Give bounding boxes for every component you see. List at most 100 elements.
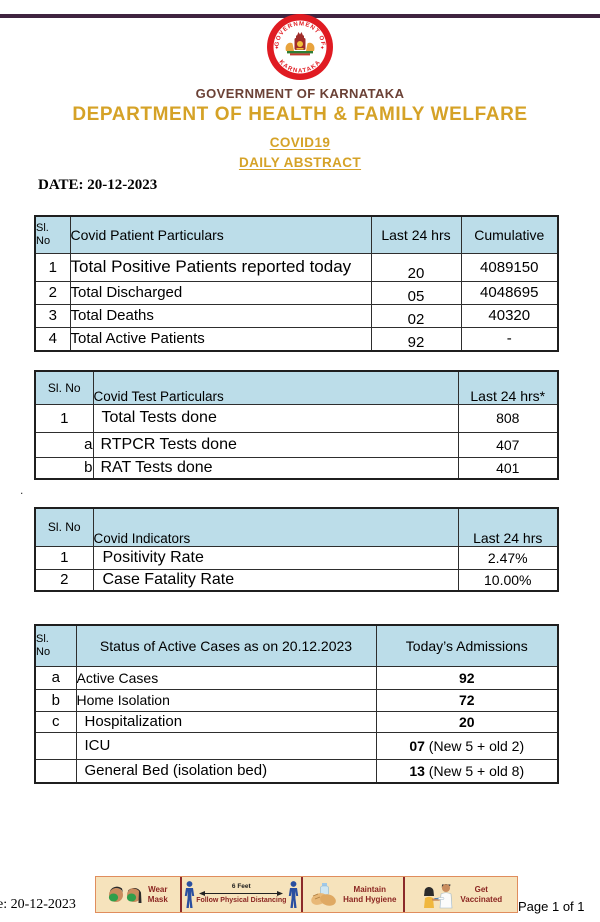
table-row: 2 Total Discharged 05 4048695 bbox=[34, 280, 559, 305]
karnataka-government-seal-icon: GOVERNMENT OF KARNATAKA ✦ ✦ bbox=[267, 14, 333, 80]
hand-hygiene-section: Maintain Hand Hygiene bbox=[303, 877, 405, 912]
table-row: 1 Total Tests done 808 bbox=[34, 403, 559, 433]
cumulative-cell: - bbox=[460, 326, 559, 352]
status-cell: ICU bbox=[75, 731, 377, 760]
slno-cell: a bbox=[34, 665, 77, 690]
banner-item-label: Get Vaccinated bbox=[460, 885, 502, 905]
table-header-row: Sl. No Covid Patient Particulars Last 24… bbox=[34, 215, 559, 254]
t4-header-status: Status of Active Cases as on 20.12.2023 bbox=[75, 624, 377, 667]
slno-cell: 1 bbox=[34, 545, 94, 570]
slno-cell: c bbox=[34, 710, 77, 733]
seal-star-right-icon: ✦ bbox=[320, 45, 325, 52]
table-row: b RAT Tests done 401 bbox=[34, 456, 559, 480]
slno-cell: a bbox=[34, 431, 94, 458]
daily-abstract-subtitle: DAILY ABSTRACT bbox=[238, 155, 362, 170]
t3-header-last24: Last 24 hrs bbox=[457, 507, 559, 547]
slno-cell bbox=[34, 731, 77, 760]
table-row: 1 Positivity Rate 2.47% bbox=[34, 545, 559, 570]
physical-distancing-section: 6 Feet Follow Physical Distancing bbox=[182, 877, 304, 912]
t1-header-slno: Sl. No bbox=[34, 215, 71, 254]
slno-cell: b bbox=[34, 688, 77, 712]
cumulative-cell: 4089150 bbox=[460, 252, 559, 282]
last24-cell: 02 bbox=[370, 303, 462, 328]
slno-cell: 4 bbox=[34, 326, 71, 352]
particular-cell: RTPCR Tests done bbox=[92, 431, 459, 458]
value-bold: 07 bbox=[409, 737, 425, 754]
t2-header-last24: Last 24 hrs* bbox=[457, 370, 559, 405]
value-cell: 07 (New 5 + old 2) bbox=[375, 731, 559, 760]
particular-cell: Total Tests done bbox=[92, 403, 459, 433]
slno-cell: 1 bbox=[34, 403, 94, 433]
table-row: a Active Cases 92 bbox=[34, 665, 559, 690]
government-of-karnataka-title: GOVERNMENT OF KARNATAKA bbox=[195, 86, 405, 101]
table-row: 3 Total Deaths 02 40320 bbox=[34, 303, 559, 328]
report-date: DATE: 20-12-2023 bbox=[38, 177, 158, 193]
stray-dot: . bbox=[20, 483, 24, 497]
wear-mask-label-line1: Wear bbox=[148, 884, 168, 894]
cumulative-cell: 40320 bbox=[460, 303, 559, 328]
t2-header-slno: Sl. No bbox=[34, 370, 94, 405]
hand-hygiene-icon bbox=[311, 882, 336, 906]
t4-header-admissions: Today’s Admissions bbox=[375, 624, 559, 667]
indicator-cell: Positivity Rate bbox=[92, 545, 459, 570]
distancing-center: 6 Feet Follow Physical Distancing bbox=[196, 882, 287, 905]
value-cell: 407 bbox=[457, 431, 559, 458]
covid19-subtitle: COVID19 bbox=[269, 135, 331, 150]
particular-cell: Total Discharged bbox=[69, 280, 372, 305]
value-bold: 20 bbox=[458, 713, 475, 730]
distancing-caption: Follow Physical Distancing bbox=[196, 897, 287, 905]
last24-cell: 92 bbox=[370, 326, 462, 352]
wear-mask-label-line2: Mask bbox=[147, 894, 168, 904]
table-row: c Hospitalization 20 bbox=[34, 710, 559, 733]
department-title: DEPARTMENT OF HEALTH & FAMILY WELFARE bbox=[72, 104, 528, 125]
t1-header-cumulative: Cumulative bbox=[460, 215, 559, 254]
person-silhouette-right-icon bbox=[288, 880, 299, 908]
t4-header-slno: Sl. No bbox=[34, 624, 77, 667]
slno-cell: b bbox=[34, 456, 94, 480]
value-cell: 10.00% bbox=[457, 568, 559, 592]
value-cell: 13 (New 5 + old 8) bbox=[375, 758, 559, 784]
table-row: 1 Total Positive Patients reported today… bbox=[34, 252, 559, 282]
value-cell: 20 bbox=[375, 710, 559, 733]
banner-item-label: Maintain Hand Hygiene bbox=[343, 885, 396, 905]
six-feet-arrow-icon bbox=[199, 891, 284, 897]
table-row: 4 Total Active Patients 92 - bbox=[34, 326, 559, 352]
t3-header-slno: Sl. No bbox=[34, 507, 94, 547]
slno-cell: 3 bbox=[34, 303, 71, 328]
cumulative-cell: 4048695 bbox=[460, 280, 559, 305]
t1-header-particulars: Covid Patient Particulars bbox=[69, 215, 372, 254]
wear-mask-section: Wear Mask bbox=[96, 877, 182, 912]
get-vaccinated-section: Get Vaccinated bbox=[405, 877, 517, 912]
value-cell: 72 bbox=[375, 688, 559, 712]
t1-header-last24: Last 24 hrs bbox=[370, 215, 462, 254]
particular-cell: Total Positive Patients reported today bbox=[69, 252, 372, 282]
table-header-row: Sl. No Covid Test Particulars Last 24 hr… bbox=[34, 370, 559, 405]
status-cell: General Bed (isolation bed) bbox=[75, 758, 377, 784]
value-rest: (New 5 + old 2) bbox=[424, 737, 525, 754]
hand-hygiene-label-line1: Maintain bbox=[353, 884, 386, 894]
table-header-row: Sl. No Covid Indicators Last 24 hrs bbox=[34, 507, 559, 547]
table-row: b Home Isolation 72 bbox=[34, 688, 559, 712]
slno-cell: 2 bbox=[34, 280, 71, 305]
table-row: General Bed (isolation bed) 13 (New 5 + … bbox=[34, 758, 559, 784]
masked-faces-icon bbox=[108, 886, 142, 903]
value-cell: 808 bbox=[457, 403, 559, 433]
last24-cell: 05 bbox=[370, 280, 462, 305]
vaccination-icon bbox=[424, 883, 453, 908]
seal-star-left-icon: ✦ bbox=[275, 45, 280, 52]
page-number: Page 1 of 1 bbox=[518, 899, 585, 914]
last24-cell: 20 bbox=[370, 252, 462, 282]
six-feet-label: 6 Feet bbox=[231, 882, 251, 890]
value-bold: 92 bbox=[458, 669, 475, 686]
covid-indicators-table: Sl. No Covid Indicators Last 24 hrs 1 Po… bbox=[34, 507, 559, 592]
particular-cell: Total Deaths bbox=[69, 303, 372, 328]
banner-item-label: Wear Mask bbox=[148, 885, 168, 905]
get-vaccinated-label-line2: Vaccinated bbox=[460, 894, 503, 904]
covid-patient-particulars-table: Sl. No Covid Patient Particulars Last 24… bbox=[34, 215, 559, 352]
hand-hygiene-label-line2: Hand Hygiene bbox=[343, 894, 397, 904]
indicator-cell: Case Fatality Rate bbox=[92, 568, 459, 592]
value-cell: 401 bbox=[457, 456, 559, 480]
status-cell: Hospitalization bbox=[75, 710, 377, 733]
status-cell: Home Isolation bbox=[75, 688, 377, 712]
